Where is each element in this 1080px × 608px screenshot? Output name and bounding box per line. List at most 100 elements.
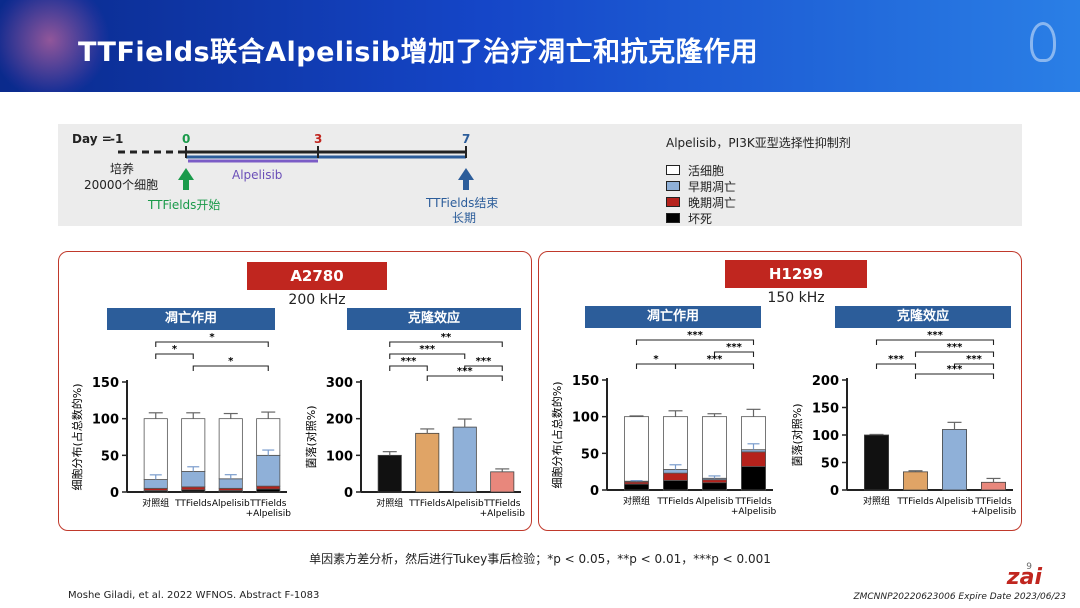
clone-title: 克隆效应 — [347, 308, 521, 330]
ear-icon — [1030, 22, 1056, 62]
legend-swatch — [666, 165, 680, 175]
y-tick-label: 300 — [326, 376, 353, 391]
clone-chart-h1299: 菌落(对照%) 0 50 100 150 200 对照组 TTFields Alpelisib T… — [790, 330, 1017, 517]
bar-segment — [741, 466, 766, 491]
day-0: 0 — [182, 132, 191, 146]
apoptosis-title: 凋亡作用 — [107, 308, 275, 330]
x-tick-label: TTFields +Alpelisib — [971, 497, 1017, 517]
y-tick-label: 0 — [110, 486, 119, 501]
bar — [490, 471, 515, 493]
bar-segment — [181, 418, 206, 472]
y-tick-label: 200 — [812, 374, 839, 389]
bar — [903, 471, 928, 491]
zai-lab-logo: zai — [1006, 565, 1042, 590]
timeline-graphic — [118, 146, 474, 190]
x-tick-label: TTFields — [656, 497, 694, 507]
cell-line-badge: H1299 — [725, 260, 867, 288]
sig-bracket — [155, 353, 194, 359]
bar-segment — [143, 418, 168, 480]
bar-segment — [181, 471, 206, 488]
x-tick-label: 对照组 — [623, 495, 650, 507]
bar-segment — [624, 483, 649, 491]
sig-bracket — [635, 363, 677, 369]
sig-label: * — [172, 344, 178, 355]
x-tick-label: Alpelisib — [446, 499, 484, 509]
legend-label: 活细胞 — [688, 163, 725, 178]
y-axis-label: 菌落(对照%) — [790, 403, 804, 466]
bar-segment — [143, 479, 168, 489]
header-banner: TTFields联合Alpelisib增加了治疗凋亡和抗克隆作用 — [0, 0, 1080, 92]
ttfields-start-label: TTFields开始 — [148, 198, 221, 212]
day-7: 7 — [462, 132, 471, 146]
x-tick-label: TTFields +Alpelisib — [246, 499, 292, 519]
reference: Moshe Giladi, et al. 2022 WFNOS. Abstrac… — [68, 590, 320, 601]
sig-label: *** — [476, 356, 492, 367]
sig-label: *** — [947, 364, 963, 375]
y-tick-label: 200 — [326, 413, 353, 428]
document-code: ZMCNNP20220623006 Expire Date 2023/06/23 — [853, 592, 1066, 602]
bar-segment — [663, 469, 688, 474]
legend-swatch — [666, 197, 680, 207]
bar — [452, 426, 477, 493]
legend-item: 坏死 — [666, 210, 736, 226]
y-axis-label: 细胞分布(占总数的%) — [550, 381, 564, 488]
bar-segment — [663, 480, 688, 491]
bar — [981, 481, 1006, 491]
bar-segment — [741, 451, 766, 467]
sig-label: *** — [401, 356, 417, 367]
sig-bracket — [464, 365, 503, 371]
y-tick-label: 0 — [344, 486, 353, 501]
day-label: Day = — [72, 132, 112, 146]
x-tick-label: 对照组 — [142, 497, 169, 509]
bar-segment — [256, 485, 281, 490]
legend-item: 早期凋亡 — [666, 178, 736, 194]
sig-label: *** — [966, 354, 982, 365]
legend-label: 晚期凋亡 — [688, 195, 737, 210]
x-tick-label: TTFields — [174, 499, 212, 509]
y-tick-label: 50 — [101, 449, 119, 464]
sig-label: * — [209, 332, 215, 343]
legend-label: 坏死 — [688, 211, 713, 226]
bar-segment — [663, 416, 688, 470]
y-axis-label: 菌落(对照%) — [304, 405, 318, 468]
y-tick-label: 100 — [92, 413, 119, 428]
sig-bracket — [914, 351, 995, 357]
sig-label: *** — [927, 330, 943, 341]
x-tick-label: TTFields +Alpelisib — [731, 497, 777, 517]
y-axis-label: 细胞分布(占总数的%) — [70, 383, 84, 490]
x-tick-label: Alpelisib — [696, 497, 734, 507]
start-arrow-icon — [178, 168, 194, 190]
cell-line-badge: A2780 — [247, 262, 387, 290]
bar-segment — [181, 486, 206, 491]
long-term-label: 长期 — [452, 211, 477, 225]
bar-segment — [256, 454, 281, 487]
bar-segment — [256, 488, 281, 493]
panel-h1299: H1299 150 kHz 凋亡作用 克隆效应 细胞分布(占总数的%) 0 50 10… — [538, 251, 1022, 531]
page-title: TTFields联合Alpelisib增加了治疗凋亡和抗克隆作用 — [78, 37, 759, 68]
day-minus1: -1 — [110, 132, 124, 146]
legend-label: 早期凋亡 — [688, 179, 737, 194]
legend-item: 晚期凋亡 — [666, 194, 736, 210]
bar-segment — [624, 416, 649, 482]
sig-label: *** — [707, 354, 723, 365]
page-number: 9 — [1026, 562, 1032, 572]
bar — [942, 429, 967, 491]
clone-chart-a2780: 菌落(对照%) 0 100 200 300 对照组 TTFields Alpelisib TTF… — [304, 332, 525, 519]
timeline-box: Day = -1 0 3 7 培养 20000个细胞 Alpelisib TTF… — [58, 124, 1022, 226]
legend-swatch — [666, 213, 680, 223]
apoptosis-chart-a2780: 细胞分布(占总数的%) 0 50 100 150 对照组 TTFields Alpelisib… — [70, 332, 292, 519]
bar — [864, 434, 889, 491]
bar-segment — [663, 472, 688, 481]
culture-label: 培养 — [110, 162, 135, 176]
sig-bracket — [155, 341, 269, 347]
sig-bracket — [875, 363, 917, 369]
bar-segment — [218, 418, 243, 480]
y-tick-label: 100 — [572, 411, 599, 426]
sig-label: *** — [457, 366, 473, 377]
x-tick-label: TTFields — [896, 497, 934, 507]
sig-label: *** — [687, 330, 703, 341]
sig-label: * — [653, 354, 659, 365]
x-tick-label: Alpelisib — [936, 497, 974, 507]
y-tick-label: 50 — [821, 457, 839, 472]
sig-bracket — [389, 365, 428, 371]
